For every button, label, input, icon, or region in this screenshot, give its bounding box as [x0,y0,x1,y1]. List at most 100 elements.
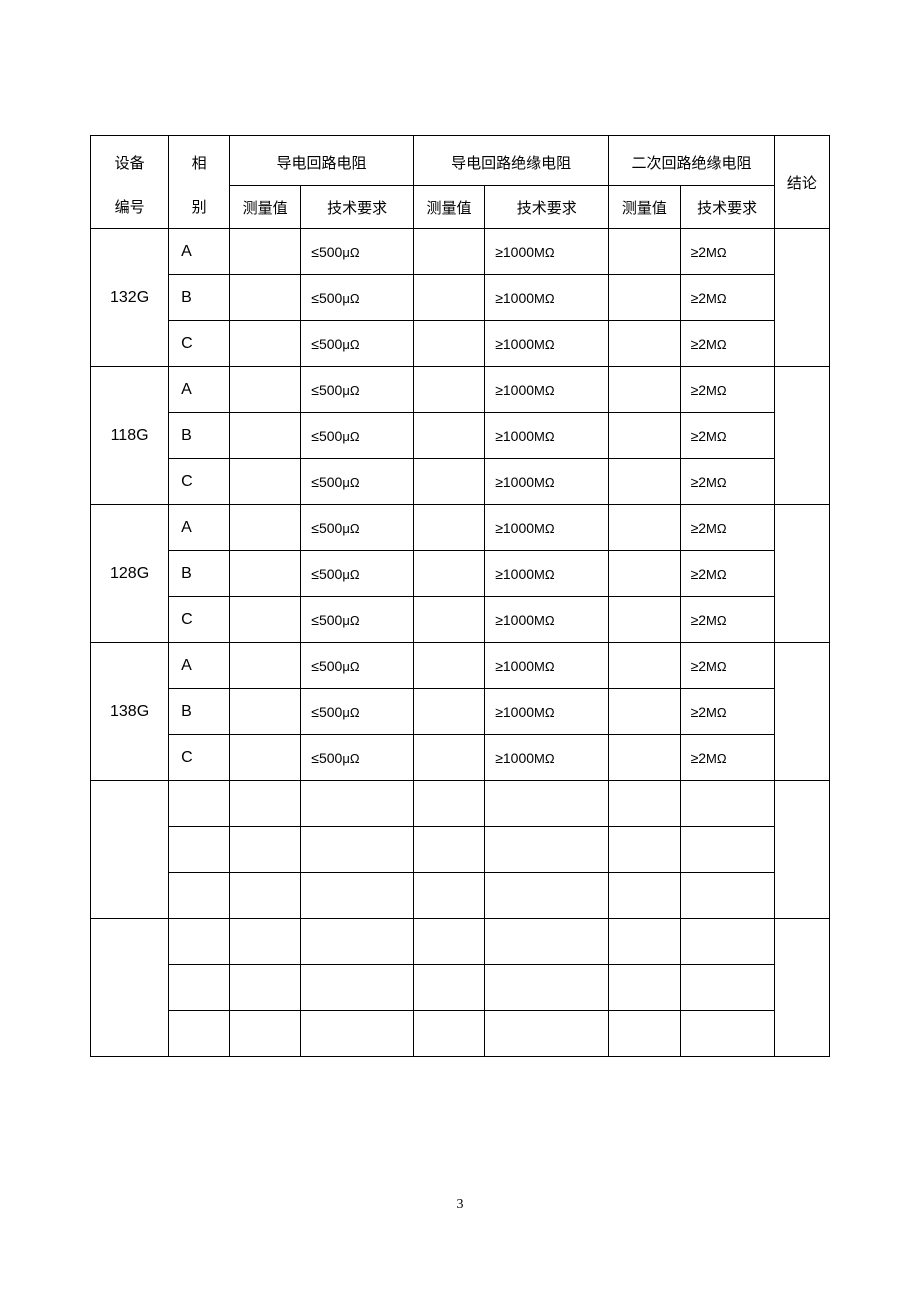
phase-cell: A [169,643,230,689]
hdr-m1: 测量值 [230,186,301,229]
table-row: 132GA≤500μΩ≥1000MΩ≥2MΩ [91,229,830,275]
table-row: B ≤500μΩ ≥1000MΩ ≥2MΩ [91,413,830,459]
tech-requirement-cell: ≤500μΩ [301,551,414,597]
phase-cell [169,781,230,827]
measure-cell [230,321,301,367]
measure-cell [413,597,484,643]
tech-requirement-cell: ≥2MΩ [680,505,774,551]
device-id-cell: 128G [91,505,169,643]
measure-cell [609,827,680,873]
measure-cell [413,275,484,321]
tech-requirement-cell: ≥1000MΩ [485,505,609,551]
tech-requirement-cell [680,919,774,965]
measure-cell [230,1011,301,1057]
measure-cell [609,597,680,643]
tech-requirement-cell: ≥2MΩ [680,413,774,459]
phase-cell: B [169,413,230,459]
conclusion-cell [774,919,829,1057]
measure-cell [230,275,301,321]
hdr-conclusion: 结论 [774,136,829,229]
measure-cell [413,413,484,459]
hdr-phase-top: 相 [169,136,230,186]
tech-requirement-cell: ≥1000MΩ [485,229,609,275]
tech-requirement-cell: ≥1000MΩ [485,413,609,459]
hdr-group1: 导电回路电阻 [230,136,414,186]
hdr-m3: 测量值 [609,186,680,229]
device-id-cell [91,919,169,1057]
measure-cell [609,689,680,735]
measure-cell [230,873,301,919]
hdr-device-top: 设备 [91,136,169,186]
device-id-cell [91,781,169,919]
measure-cell [413,321,484,367]
tech-requirement-cell: ≥2MΩ [680,275,774,321]
measure-cell [609,781,680,827]
tech-requirement-cell: ≤500μΩ [301,229,414,275]
phase-cell [169,965,230,1011]
device-id-cell: 132G [91,229,169,367]
phase-cell: C [169,597,230,643]
phase-cell: B [169,689,230,735]
conclusion-cell [774,781,829,919]
measure-cell [230,781,301,827]
measure-cell [413,643,484,689]
conclusion-cell [774,229,829,367]
hdr-phase-bot: 别 [169,186,230,229]
measure-cell [230,919,301,965]
tech-requirement-cell: ≥1000MΩ [485,275,609,321]
measure-cell [413,551,484,597]
measure-cell [609,321,680,367]
measure-cell [413,827,484,873]
table-row: B≤500μΩ≥1000MΩ≥2MΩ [91,551,830,597]
tech-requirement-cell: ≤500μΩ [301,597,414,643]
hdr-m2: 测量值 [413,186,484,229]
tech-requirement-cell [301,781,414,827]
measure-cell [413,781,484,827]
device-id-cell: 118G [91,367,169,505]
phase-cell: A [169,505,230,551]
tech-requirement-cell: ≤500μΩ [301,505,414,551]
measure-cell [413,505,484,551]
tech-requirement-cell: ≤500μΩ [301,735,414,781]
table-row: B≤500μΩ≥1000MΩ≥2MΩ [91,689,830,735]
tech-requirement-cell: ≤500μΩ [301,321,414,367]
measure-cell [609,367,680,413]
measure-cell [230,597,301,643]
measure-cell [609,505,680,551]
tech-requirement-cell: ≤500μΩ [301,459,414,505]
table-row: C≤500μΩ≥1000MΩ≥2MΩ [91,459,830,505]
hdr-group3: 二次回路绝缘电阻 [609,136,775,186]
table-row [91,827,830,873]
measure-cell [609,229,680,275]
tech-requirement-cell: ≥2MΩ [680,643,774,689]
tech-requirement-cell [301,873,414,919]
phase-cell [169,873,230,919]
measure-cell [413,873,484,919]
tech-requirement-cell: ≥2MΩ [680,459,774,505]
hdr-device-bot: 编号 [91,186,169,229]
table-row [91,965,830,1011]
tech-requirement-cell [680,1011,774,1057]
tech-requirement-cell: ≤500μΩ [301,413,414,459]
phase-cell: C [169,735,230,781]
tech-requirement-cell: ≥1000MΩ [485,321,609,367]
measure-cell [230,551,301,597]
hdr-t1: 技术要求 [301,186,414,229]
tech-requirement-cell [485,919,609,965]
measure-cell [413,1011,484,1057]
tech-requirement-cell: ≤500μΩ [301,643,414,689]
phase-cell: A [169,367,230,413]
measure-cell [413,367,484,413]
phase-cell [169,1011,230,1057]
tech-requirement-cell [301,1011,414,1057]
tech-requirement-cell [680,781,774,827]
tech-requirement-cell [301,827,414,873]
measure-cell [230,965,301,1011]
phase-cell: B [169,275,230,321]
tech-requirement-cell [680,873,774,919]
tech-requirement-cell: ≥1000MΩ [485,367,609,413]
phase-cell: C [169,321,230,367]
tech-requirement-cell: ≤500μΩ [301,275,414,321]
phase-cell: A [169,229,230,275]
measure-cell [230,367,301,413]
